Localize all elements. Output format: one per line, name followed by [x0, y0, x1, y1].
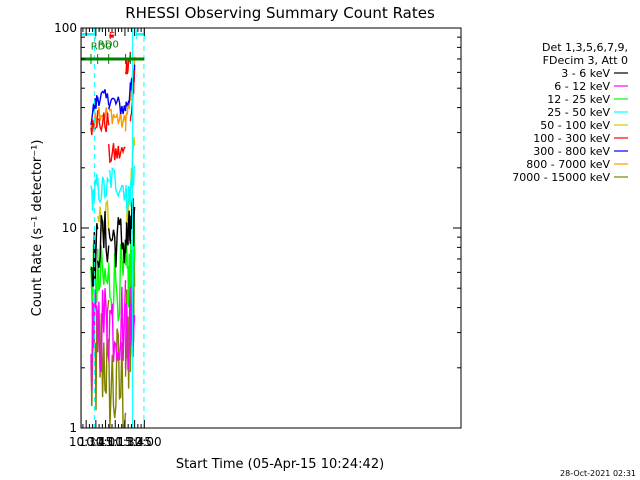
series-300-800-kev — [124, 82, 132, 112]
x-tick-label: 10:30 — [69, 435, 104, 449]
x-axis-label: Start Time (05-Apr-15 10:24:42) — [176, 457, 384, 472]
plot-frame — [80, 27, 462, 429]
series-25-50-kev — [97, 175, 110, 204]
series-7000-15000-kev — [108, 328, 127, 428]
x-tick-label: 10:45 — [79, 435, 114, 449]
y-tick-label: 100 — [54, 21, 77, 35]
series-6-12-kev — [108, 280, 127, 363]
series-100-300-kev — [108, 143, 126, 164]
legend-header: Det 1,3,5,6,7,9, — [542, 41, 628, 54]
x-tick-label: 11:45 — [117, 435, 152, 449]
series-3-6-kev — [108, 217, 127, 268]
series-300-800-kev — [108, 96, 127, 115]
annotation-label: N — [94, 23, 101, 34]
y-tick-label: 1 — [69, 421, 77, 435]
annotation-label: RD0 — [98, 39, 119, 50]
y-axis-label: Count Rate (s⁻¹ detector⁻¹) — [30, 140, 45, 317]
legend-header: FDecim 3, Att 0 — [543, 54, 628, 67]
legend-entry-label: 100 - 300 keV — [533, 132, 610, 145]
chart-title: RHESSI Observing Summary Count Rates — [125, 4, 435, 22]
series-100-300-kev — [97, 112, 110, 133]
series-3-6-kev — [90, 223, 99, 287]
series-12-25-kev — [97, 245, 110, 291]
legend: Det 1,3,5,6,7,9,FDecim 3, Att 03 - 6 keV… — [512, 41, 628, 184]
series-25-50-kev — [124, 184, 132, 212]
series-300-800-kev — [97, 89, 110, 107]
series-layer — [90, 51, 136, 428]
legend-entry-label: 6 - 12 keV — [554, 80, 610, 93]
legend-entry-label: 3 - 6 keV — [561, 67, 610, 80]
x-tick-label: 11:30 — [108, 435, 143, 449]
legend-entry-label: 25 - 50 keV — [547, 106, 610, 119]
legend-entry-label: 300 - 800 keV — [533, 145, 610, 158]
annotation-label: F — [109, 31, 115, 42]
series-6-12-kev — [124, 287, 132, 371]
legend-entry-label: 12 - 25 keV — [547, 93, 610, 106]
series-6-12-kev — [97, 288, 110, 372]
series-800-7000-kev — [108, 104, 127, 128]
legend-entry-label: 50 - 100 keV — [540, 119, 610, 132]
x-tick-label: 11:15 — [98, 435, 133, 449]
x-tick-label: 12:00 — [127, 435, 162, 449]
series-3-6-kev — [97, 211, 110, 268]
timestamp: 28-Oct-2021 02:31 — [560, 469, 636, 478]
series-100-300-kev — [124, 51, 132, 75]
series-25-50-kev — [108, 167, 127, 201]
legend-entry-label: 800 - 7000 keV — [526, 158, 610, 171]
x-tick-label: 11:00 — [88, 435, 123, 449]
y-tick-label: 10 — [62, 221, 77, 235]
series-3-6-kev — [124, 210, 132, 254]
legend-entry-label: 7000 - 15000 keV — [512, 171, 610, 184]
annotation-label: RD0 — [91, 42, 112, 53]
